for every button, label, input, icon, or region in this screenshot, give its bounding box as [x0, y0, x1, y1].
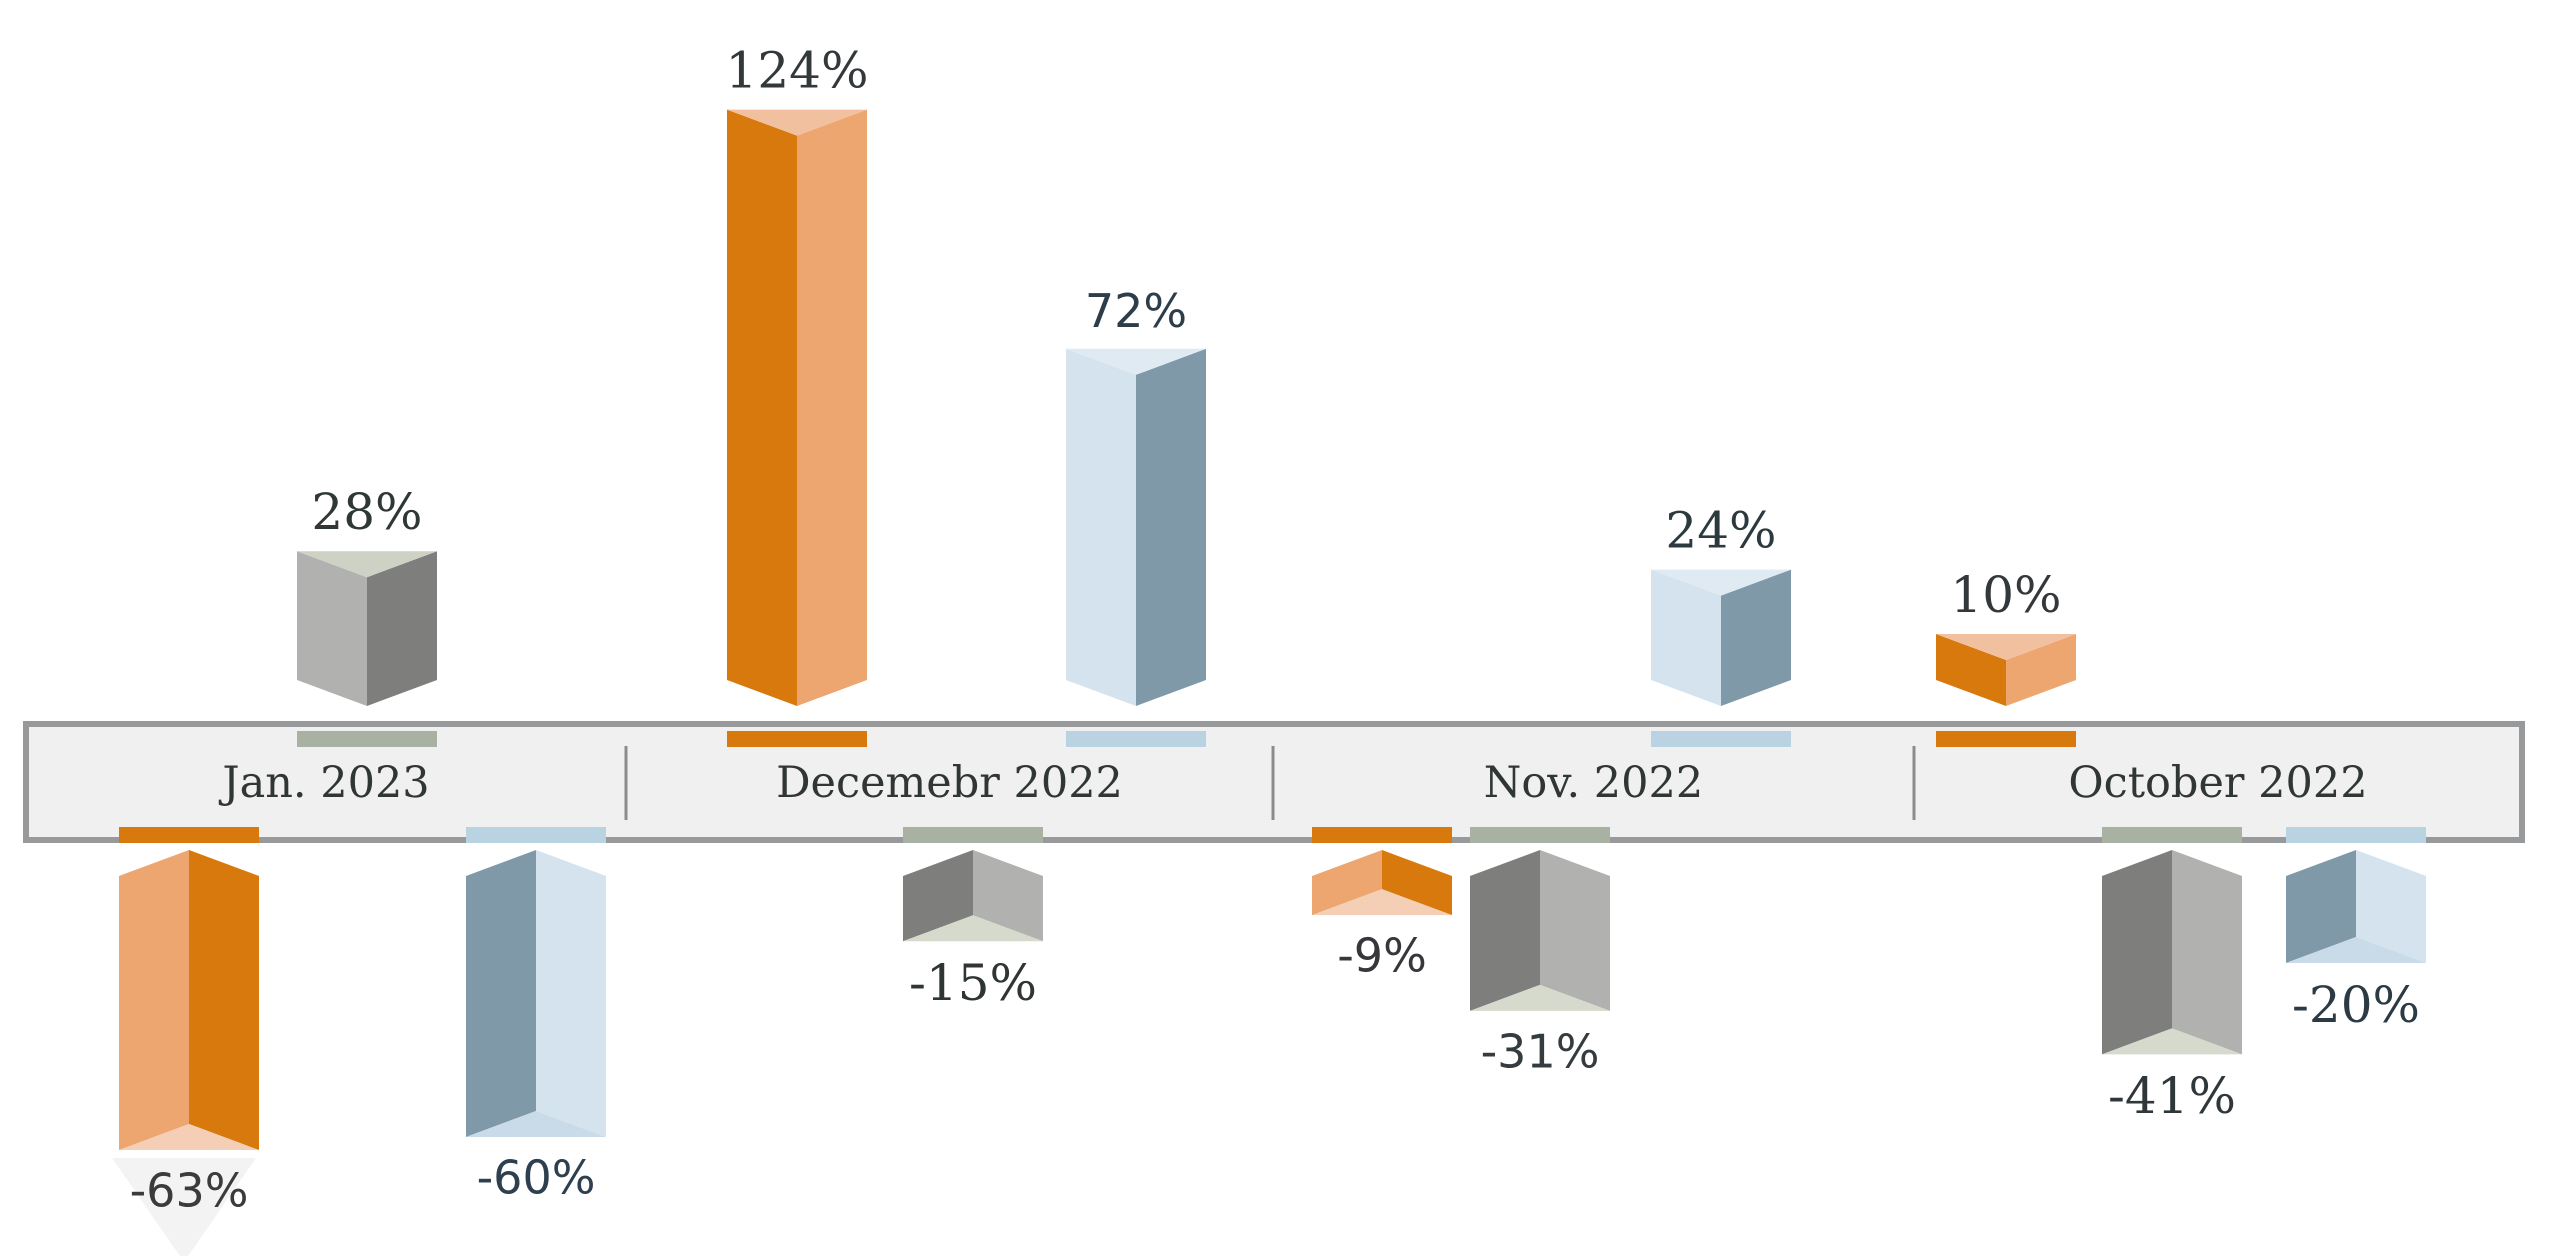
bar-left-face: [2286, 850, 2356, 963]
bar-value-label: 28%: [311, 483, 422, 541]
bar-right-face: [2172, 850, 2242, 1055]
bar-blue-October-2022: -20%: [2286, 850, 2426, 1034]
bar-left-face: [1470, 850, 1540, 1011]
connector-tab: [903, 827, 1043, 843]
bar-right-face: [367, 551, 437, 706]
bar-right-face: [1540, 850, 1610, 1011]
month-label: October 2022: [2068, 758, 2367, 808]
bar-value-label: 24%: [1665, 502, 1776, 560]
bar-value-label: 10%: [1950, 566, 2061, 624]
bar-bottom-face: [1312, 889, 1452, 916]
bar-value-label: -9%: [1337, 929, 1427, 983]
bar-blue-Jan-2023: -60%: [466, 850, 606, 1204]
bar-bottom-face: [903, 915, 1043, 942]
bar-value-label: -63%: [130, 1163, 249, 1217]
bar-left-face: [1312, 850, 1382, 916]
bar-left-face: [903, 850, 973, 942]
bar-value-label: -41%: [2108, 1067, 2236, 1125]
bar-gray-Decemebr-2022: -15%: [903, 850, 1043, 1012]
connector-tab: [466, 827, 606, 843]
bars-layer: -63% 28% -60% 124% -15% 72% -9% -31% 24% 10% -41%-…: [119, 42, 2426, 1217]
bar-value-label: -31%: [1481, 1024, 1600, 1078]
bar-left-face: [2102, 850, 2172, 1055]
bar-orange-Jan-2023: -63%: [119, 850, 259, 1217]
bar-orange-Nov-2022: -9%: [1312, 850, 1452, 983]
bar-bottom-face: [119, 1124, 259, 1151]
bar-right-face: [536, 850, 606, 1137]
bar-left-face: [1651, 569, 1721, 706]
bar-blue-Decemebr-2022: 72%: [1066, 284, 1206, 706]
connector-tab: [1936, 731, 2076, 747]
bar-right-face: [797, 109, 867, 707]
bar-left-face: [1936, 634, 2006, 706]
bar-right-face: [2006, 634, 2076, 706]
connector-tab: [2102, 827, 2242, 843]
bar-value-label: -60%: [477, 1150, 596, 1204]
bar-value-label: -20%: [2292, 976, 2420, 1034]
bar-left-face: [466, 850, 536, 1137]
bar-top-face: [1651, 569, 1791, 596]
bar-bottom-face: [2286, 937, 2426, 963]
connector-tab: [727, 731, 867, 747]
bar-left-face: [1066, 348, 1136, 706]
bar-right-face: [1382, 850, 1452, 916]
connector-tab: [119, 827, 259, 843]
bar-left-face: [727, 109, 797, 707]
bar-right-face: [189, 850, 259, 1151]
bar-left-face: [297, 551, 367, 706]
bar-right-face: [973, 850, 1043, 942]
bar-blue-Nov-2022: 24%: [1651, 502, 1791, 706]
bar-gray-October-2022: -41%: [2102, 850, 2242, 1125]
bar-orange-Decemebr-2022: 124%: [726, 42, 869, 707]
month-labels-layer: Jan. 2023 Decemebr 2022 Nov. 2022 October 2…: [218, 758, 2367, 808]
month-label: Decemebr 2022: [776, 758, 1123, 808]
month-label: Jan. 2023: [218, 758, 429, 808]
connector-tab: [1470, 827, 1610, 843]
bar-left-face: [119, 850, 189, 1151]
bar-orange-October-2022: 10%: [1936, 566, 2076, 706]
connector-tab: [1312, 827, 1452, 843]
bar-top-face: [1066, 348, 1206, 375]
bar-right-face: [2356, 850, 2426, 963]
decoration-layer: [112, 1158, 256, 1256]
bar-top-face: [297, 551, 437, 578]
bar-right-face: [1721, 569, 1791, 706]
bar-bottom-face: [466, 1111, 606, 1137]
bar-top-face: [727, 109, 867, 136]
bar-top-face: [1936, 634, 2076, 660]
bar-gray-Nov-2022: -31%: [1470, 850, 1610, 1078]
connector-tab: [1066, 731, 1206, 747]
down-arrow-watermark: [112, 1158, 256, 1256]
connector-layer: [119, 731, 2426, 843]
bar-gray-Jan-2023: 28%: [297, 483, 437, 706]
bar-value-label: -15%: [909, 954, 1037, 1012]
bar-value-label: 72%: [1085, 284, 1187, 338]
bar-value-label: 124%: [726, 42, 869, 100]
month-label: Nov. 2022: [1484, 758, 1703, 808]
bar-bottom-face: [2102, 1028, 2242, 1055]
connector-tab: [1651, 731, 1791, 747]
connector-tab: [2286, 827, 2426, 843]
connector-tab: [297, 731, 437, 747]
bar-bottom-face: [1470, 984, 1610, 1011]
bar-right-face: [1136, 348, 1206, 706]
axis-band-layer: [23, 721, 2525, 843]
